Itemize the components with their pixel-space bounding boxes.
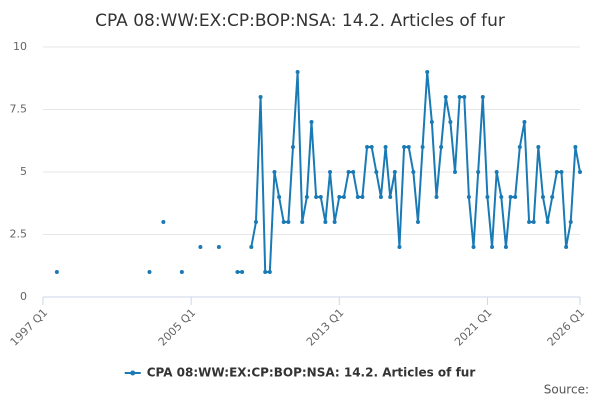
- point: [337, 195, 342, 199]
- point: [536, 145, 541, 149]
- point: [513, 195, 518, 199]
- point: [374, 170, 379, 174]
- point: [346, 170, 351, 174]
- point: [341, 195, 346, 199]
- x-tick-label: 2013 Q1: [304, 306, 347, 349]
- point: [411, 170, 416, 174]
- point: [406, 145, 411, 149]
- x-tick-label: 2005 Q1: [156, 306, 199, 349]
- point: [550, 195, 555, 199]
- point: [277, 195, 282, 199]
- point: [485, 195, 490, 199]
- point: [439, 145, 444, 149]
- point: [263, 270, 268, 274]
- point: [360, 195, 365, 199]
- point: [568, 220, 573, 224]
- y-tick-label: 10: [13, 40, 27, 53]
- point: [392, 170, 397, 174]
- point: [198, 245, 203, 249]
- point: [573, 145, 578, 149]
- point: [453, 170, 458, 174]
- point: [499, 195, 504, 199]
- point: [415, 220, 420, 224]
- point: [378, 195, 383, 199]
- point: [365, 145, 370, 149]
- point: [240, 270, 245, 274]
- y-tick-label: 5: [20, 165, 27, 178]
- point: [258, 95, 263, 99]
- point: [429, 120, 434, 124]
- point: [281, 220, 286, 224]
- point: [388, 195, 393, 199]
- point: [443, 95, 448, 99]
- point: [161, 220, 166, 224]
- point: [235, 270, 240, 274]
- point: [369, 145, 374, 149]
- point: [494, 170, 499, 174]
- point: [295, 70, 300, 74]
- point: [300, 220, 305, 224]
- point: [304, 195, 309, 199]
- point: [457, 95, 462, 99]
- point: [527, 220, 532, 224]
- legend-marker: [130, 370, 136, 376]
- point: [216, 245, 221, 249]
- point: [540, 195, 545, 199]
- point: [462, 95, 467, 99]
- point: [290, 145, 295, 149]
- x-tick-label: 2026 Q1: [545, 306, 588, 349]
- point: [476, 170, 481, 174]
- point: [147, 270, 152, 274]
- point: [332, 220, 337, 224]
- legend-label: CPA 08:WW:EX:CP:BOP:NSA: 14.2. Articles …: [147, 366, 476, 380]
- point: [425, 70, 430, 74]
- point: [522, 120, 527, 124]
- point: [490, 245, 495, 249]
- point: [480, 95, 485, 99]
- point: [545, 220, 550, 224]
- point: [471, 245, 476, 249]
- point: [323, 220, 328, 224]
- point: [503, 245, 508, 249]
- point: [531, 220, 536, 224]
- point: [448, 120, 453, 124]
- point: [508, 195, 513, 199]
- point: [564, 245, 569, 249]
- point: [267, 270, 272, 274]
- point: [272, 170, 277, 174]
- point: [314, 195, 319, 199]
- point: [554, 170, 559, 174]
- y-tick-label: 0: [20, 290, 27, 303]
- point: [253, 220, 258, 224]
- point: [328, 170, 333, 174]
- point: [179, 270, 184, 274]
- point: [383, 145, 388, 149]
- point: [286, 220, 291, 224]
- point: [249, 245, 254, 249]
- source: Source:: [544, 383, 589, 397]
- x-tick-label: 1997 Q1: [8, 306, 51, 349]
- point: [351, 170, 356, 174]
- point: [397, 245, 402, 249]
- point: [578, 170, 582, 174]
- point: [517, 145, 522, 149]
- y-tick-label: 7.5: [10, 103, 28, 116]
- point: [355, 195, 360, 199]
- point: [559, 170, 564, 174]
- y-tick-label: 2.5: [10, 228, 28, 241]
- point: [54, 270, 59, 274]
- point: [402, 145, 407, 149]
- chart-title: CPA 08:WW:EX:CP:BOP:NSA: 14.2. Articles …: [95, 11, 505, 31]
- point: [434, 195, 439, 199]
- point: [420, 145, 425, 149]
- point: [309, 120, 314, 124]
- point: [318, 195, 323, 199]
- x-tick-label: 2021 Q1: [452, 306, 495, 349]
- point: [466, 195, 471, 199]
